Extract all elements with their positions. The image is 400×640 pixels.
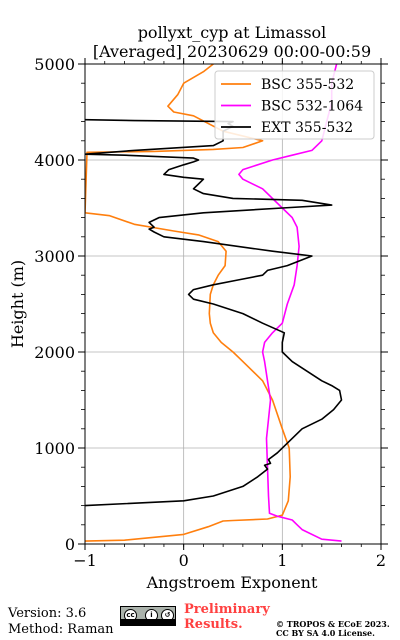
- y-tick-label: 2000: [34, 343, 75, 362]
- preliminary-notice: Preliminary Results.: [184, 602, 270, 632]
- legend-label: BSC 532-1064: [261, 99, 363, 115]
- x-tick-label: −1: [73, 551, 97, 570]
- y-tick-label: 5000: [34, 55, 75, 74]
- chart-title-line-2: [Averaged] 20230629 00:00-00:59: [93, 42, 371, 61]
- series-line-bsc-532-1064: [238, 64, 342, 542]
- y-tick-label: 4000: [34, 151, 75, 170]
- y-tick-label: 1000: [34, 439, 75, 458]
- copyright-line-1: © TROPOS & ECoE 2023.: [276, 619, 390, 629]
- preliminary-line-2: Results.: [184, 617, 243, 632]
- angstroem-chart: pollyxt_cyp at Limassol [Averaged] 20230…: [8, 23, 388, 592]
- copyright-notice: © TROPOS & ECoE 2023. CC BY SA 4.0 Licen…: [276, 620, 390, 638]
- y-tick-label: 3000: [34, 247, 75, 266]
- preliminary-line-1: Preliminary: [184, 602, 270, 617]
- chart-title-line-1: pollyxt_cyp at Limassol: [138, 23, 327, 42]
- x-tick-label: 1: [277, 551, 287, 570]
- version-text: Version: 3.6: [8, 606, 87, 621]
- plot-frame: [84, 63, 382, 545]
- legend-label: BSC 355-532: [261, 77, 354, 93]
- method-text: Method: Raman: [8, 622, 114, 637]
- legend: BSC 355-532 BSC 532-1064 EXT 355-532: [214, 70, 375, 140]
- y-axis-label: Height (m): [8, 260, 27, 348]
- x-axis-label: Angstroem Exponent: [146, 573, 318, 592]
- cc-icon: cc: [124, 609, 137, 622]
- copyright-line-2: CC BY SA 4.0 License.: [276, 628, 375, 638]
- x-tick-label: 2: [376, 551, 386, 570]
- footer-info: Version: 3.6 Method: Raman: [8, 606, 114, 638]
- by-icon: i: [145, 609, 158, 622]
- legend-box: [214, 70, 375, 140]
- cc-by-sa-icon: cc i ↺: [120, 606, 176, 626]
- y-tick-label: 0: [65, 535, 75, 554]
- legend-label: EXT 355-532: [261, 120, 353, 136]
- x-tick-label: 0: [179, 551, 189, 570]
- series-line-ext-355-532: [85, 118, 343, 507]
